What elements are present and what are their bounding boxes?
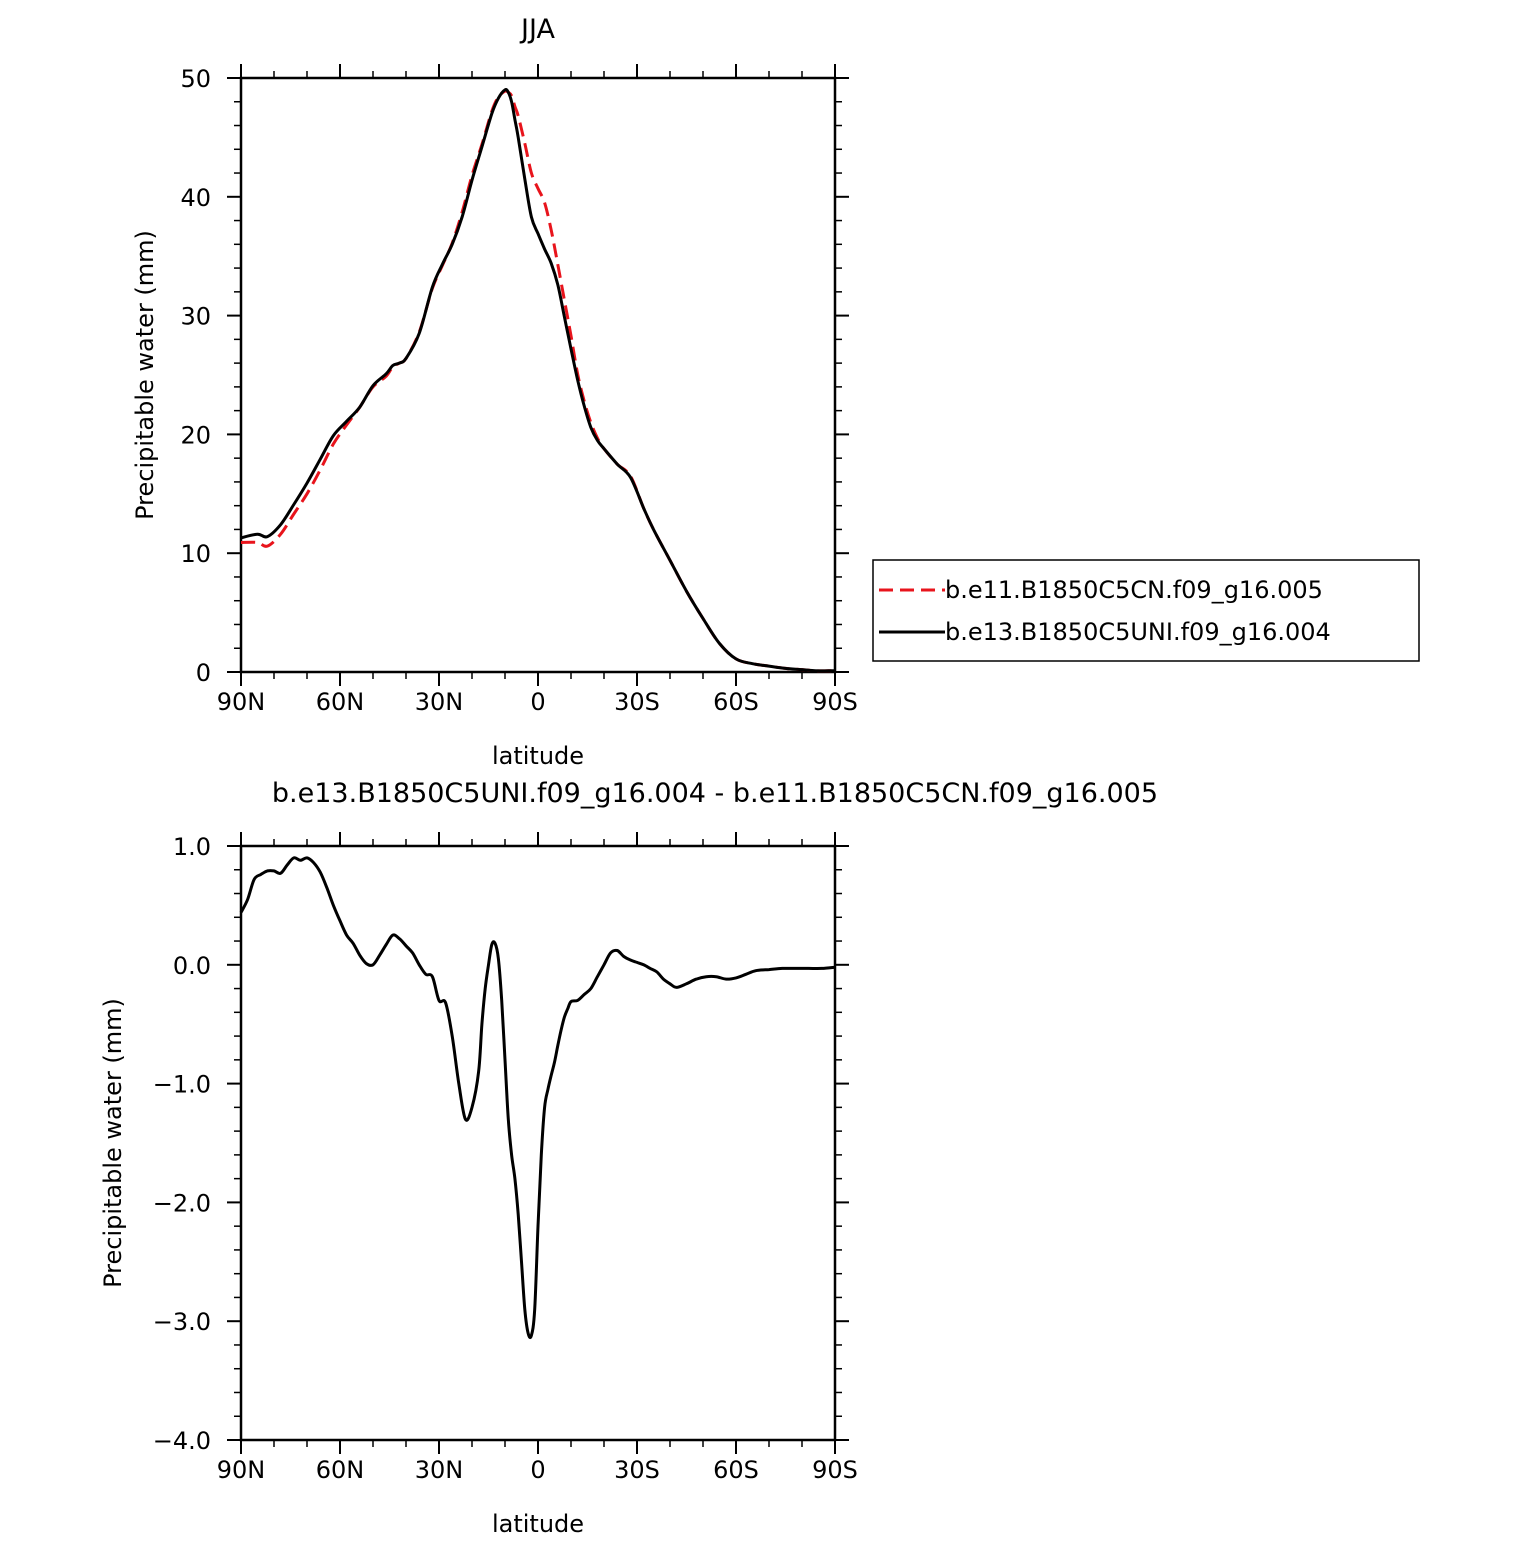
bottom-y-tick-label: 0.0 — [173, 952, 211, 980]
chart-top-ylabel: Precipitable water (mm) — [131, 230, 159, 520]
top-x-tick-label: 90S — [812, 688, 858, 716]
chart-top-frame — [239, 76, 837, 674]
bottom-y-tick-label: −4.0 — [153, 1427, 211, 1455]
chart-top-title: JJA — [519, 14, 555, 45]
top-x-tick-label: 30N — [415, 688, 464, 716]
chart-top-series — [240, 88, 835, 673]
bottom-series-line-1 — [239, 856, 836, 1340]
bottom-x-tick-label: 90S — [812, 1456, 858, 1484]
top-series-line-2 — [240, 88, 835, 673]
chart-bottom-frame — [239, 844, 837, 1442]
chart-bottom-ylabel: Precipitable water (mm) — [99, 998, 127, 1288]
bottom-x-tick-label: 60S — [713, 1456, 759, 1484]
top-y-tick-label: 50 — [180, 65, 211, 93]
bottom-y-tick-label: −1.0 — [153, 1071, 211, 1099]
top-y-tick-label: 40 — [180, 184, 211, 212]
top-series-line-1 — [240, 89, 835, 673]
bottom-x-tick-label: 90N — [217, 1456, 266, 1484]
legend-label-series-1: b.e11.B1850C5CN.f09_g16.005 — [945, 576, 1323, 604]
bottom-y-tick-label: 1.0 — [173, 833, 211, 861]
top-x-tick-label: 60S — [713, 688, 759, 716]
chart-bottom-ticks: 90N 60N 30N 0 30S 60S 90S 1.0 0.0 −1.0 −2.0 −3.0 −4.… — [153, 832, 858, 1484]
chart-bottom-title: b.e13.B1850C5UNI.f09_g16.004 - b.e11.B18… — [272, 778, 1158, 809]
top-y-tick-label: 30 — [180, 303, 211, 331]
bottom-y-tick-label: −3.0 — [153, 1308, 211, 1336]
top-x-tick-label: 60N — [316, 688, 365, 716]
legend: b.e11.B1850C5CN.f09_g16.005 b.e13.B1850C… — [872, 559, 1420, 662]
top-y-tick-label: 0 — [196, 659, 211, 687]
bottom-x-tick-label: 30N — [415, 1456, 464, 1484]
legend-label-series-2: b.e13.B1850C5UNI.f09_g16.004 — [945, 618, 1331, 646]
chart-top: JJA 90N 60N 30N 0 30S 60S 90S 0 10 20 30 40 50 latit… — [131, 14, 858, 770]
bottom-x-tick-label: 30S — [614, 1456, 660, 1484]
bottom-x-tick-label: 60N — [316, 1456, 365, 1484]
top-y-tick-label: 10 — [180, 540, 211, 568]
bottom-y-tick-label: −2.0 — [153, 1189, 211, 1217]
chart-bottom-series — [239, 856, 836, 1340]
bottom-x-tick-label: 0 — [530, 1456, 545, 1484]
chart-bottom-xlabel: latitude — [492, 1510, 584, 1538]
top-x-tick-label: 0 — [530, 688, 545, 716]
chart-top-xlabel: latitude — [492, 742, 584, 770]
top-y-tick-label: 20 — [180, 421, 211, 449]
chart-top-ticks: 90N 60N 30N 0 30S 60S 90S 0 10 20 30 40 50 — [180, 64, 858, 716]
top-x-tick-label: 30S — [614, 688, 660, 716]
chart-bottom: b.e13.B1850C5UNI.f09_g16.004 - b.e11.B18… — [99, 778, 1158, 1538]
legend-box — [872, 559, 1420, 662]
top-x-tick-label: 90N — [217, 688, 266, 716]
